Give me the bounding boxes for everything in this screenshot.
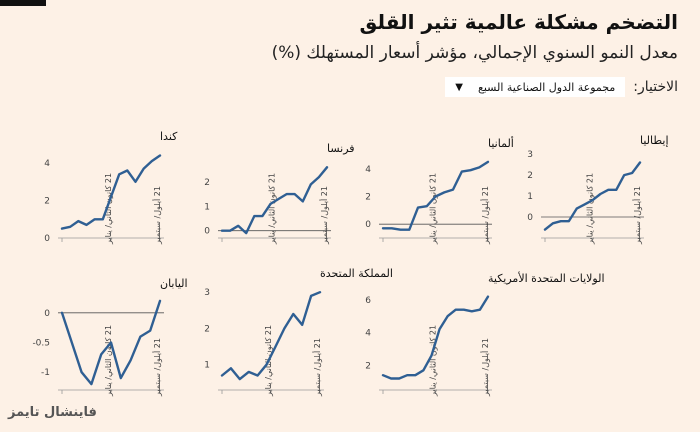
selector-label: الاختيار:: [633, 79, 678, 95]
series-line: [543, 161, 642, 231]
x-tick-label: 21 كانون الثاني/ يناير: [104, 173, 113, 245]
y-tick-label: 2: [527, 171, 533, 181]
panel-4: اليابان 0 -0.5 -1 21 كانون الثاني/ يناير 21 أ…: [32, 277, 187, 397]
selector-value: مجموعة الدول الصناعية السبع: [478, 80, 616, 94]
y-tick-label: 0: [365, 220, 371, 230]
chevron-down-icon[interactable]: ▼: [455, 81, 463, 93]
panel-title: إيطاليا: [640, 134, 669, 147]
x-tick-label: 21 أيلول/ سبتمبر: [152, 186, 162, 245]
x-tick-label: 21 كانون الثاني/ يناير: [268, 173, 277, 245]
y-tick-label: 3: [527, 150, 533, 160]
y-tick-label: 4: [365, 329, 371, 339]
y-tick-label: 3: [204, 288, 210, 298]
x-tick-label: 21 أيلول/ سبتمبر: [480, 186, 490, 245]
panel-title: المملكة المتحدة: [320, 267, 393, 280]
x-tick-label: 21 كانون الثاني/ يناير: [104, 325, 113, 397]
brand-corner-bar: [0, 0, 46, 6]
panel-0: كندا 0 2 4 21 كانون الثاني/ يناير 21 أيلول/ س…: [44, 130, 178, 245]
y-tick-label: 6: [365, 296, 371, 306]
series-line: [220, 291, 322, 381]
selector-row: الاختيار: مجموعة الدول الصناعية السبع ▼: [445, 77, 678, 97]
x-tick-label: 21 كانون الثاني/ يناير: [429, 325, 438, 397]
y-tick-label: 1: [527, 192, 533, 202]
country-group-select[interactable]: مجموعة الدول الصناعية السبع ▼: [445, 77, 626, 97]
y-tick-label: 0: [204, 227, 210, 237]
series-line: [381, 295, 490, 380]
panel-title: ألمانيا: [488, 136, 514, 150]
y-tick-label: 2: [204, 324, 210, 334]
panel-title: اليابان: [160, 277, 188, 290]
panel-6: الولايات المتحدة الأمريكية 2 4 6 21 كانون ال…: [365, 271, 604, 397]
y-tick-label: 1: [204, 361, 210, 371]
y-tick-label: 2: [204, 178, 210, 188]
panel-title: كندا: [160, 130, 178, 143]
series-line: [60, 154, 162, 230]
page-subtitle: معدل النمو السنوي الإجمالي، مؤشر أسعار ا…: [271, 43, 678, 63]
y-tick-label: 2: [365, 361, 371, 371]
y-tick-label: 0: [44, 309, 50, 319]
y-tick-label: 4: [44, 159, 50, 169]
y-tick-label: -1: [41, 368, 50, 378]
y-tick-label: 0: [44, 234, 50, 244]
panel-1: فرنسا 0 1 2 21 كانون الثاني/ يناير 21 أيلول/ …: [204, 142, 354, 245]
x-tick-label: 21 أيلول/ سبتمبر: [319, 186, 329, 245]
y-tick-label: 1: [204, 202, 210, 212]
series-line: [220, 166, 329, 235]
series-line: [60, 299, 162, 386]
y-tick-label: 4: [365, 165, 371, 175]
series-line: [381, 160, 490, 231]
y-tick-label: 0: [527, 213, 533, 223]
panel-3: إيطاليا 0 1 2 3 21 كانون الثاني/ يناير 21 أيلو…: [527, 134, 668, 245]
source-credit: فاينشال تايمز: [8, 405, 97, 420]
x-tick-label: 21 أيلول/ سبتمبر: [152, 338, 162, 397]
y-tick-label: -0.5: [32, 339, 50, 349]
x-tick-label: 21 أيلول/ سبتمبر: [480, 338, 490, 397]
x-tick-label: 21 كانون الثاني/ يناير: [429, 173, 438, 245]
x-tick-label: 21 أيلول/ سبتمبر: [312, 338, 322, 397]
x-tick-label: 21 أيلول/ سبتمبر: [632, 186, 642, 245]
panel-2: ألمانيا 0 2 4 21 كانون الثاني/ يناير 21 أيلول…: [365, 136, 514, 245]
page-title: التضخم مشكلة عالمية تثير القلق: [359, 10, 678, 34]
y-tick-label: 2: [44, 197, 50, 207]
panel-title: الولايات المتحدة الأمريكية: [488, 271, 605, 285]
panel-title: فرنسا: [327, 142, 355, 155]
y-tick-label: 2: [365, 193, 371, 203]
x-tick-label: 21 كانون الثاني/ يناير: [586, 173, 595, 245]
